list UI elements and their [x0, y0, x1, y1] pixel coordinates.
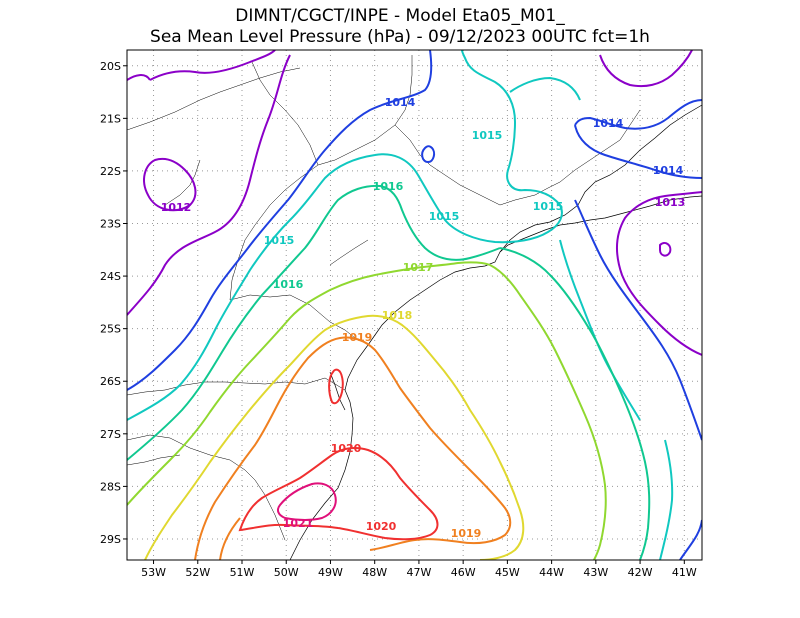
isobar-1015	[127, 50, 563, 421]
lat-tick-label: 20S	[100, 60, 121, 73]
contour-label: 1013	[655, 196, 686, 209]
contour-label: 1012	[161, 201, 192, 214]
isobar-1014	[574, 124, 702, 179]
border-path	[329, 239, 369, 266]
border-path	[229, 164, 319, 301]
isobar-1018	[144, 314, 525, 560]
contour-label: 1020	[331, 442, 362, 455]
contour-label: 1015	[264, 234, 295, 247]
border-path	[127, 67, 301, 131]
isobar-1020	[328, 368, 344, 405]
border-path	[251, 61, 319, 166]
coastline-path	[499, 104, 702, 253]
contour-label: 1021	[283, 517, 314, 530]
isobar-1014	[574, 199, 702, 441]
lon-tick-label: 47W	[406, 566, 431, 579]
lat-tick-label: 26S	[100, 375, 121, 388]
lat-tick-label: 22S	[100, 165, 121, 178]
contour-label: 1014	[653, 164, 684, 177]
lon-tick-label: 53W	[141, 566, 166, 579]
lon-tick-label: 52W	[185, 566, 210, 579]
lat-tick-label: 25S	[100, 323, 121, 336]
border-path	[559, 109, 641, 183]
lon-tick-label: 41W	[672, 566, 697, 579]
latitude-axis: 20S 21S 22S 23S 24S 25S 26S 27S 28S 29S	[100, 60, 127, 546]
contour-label: 1014	[385, 96, 416, 109]
border-path	[127, 434, 286, 541]
lon-tick-label: 46W	[451, 566, 476, 579]
contour-label: 1015	[472, 129, 503, 142]
contour-label: 1019	[451, 527, 482, 540]
isobar-1020	[238, 446, 439, 541]
isobar-1014	[127, 50, 433, 391]
state-borders	[127, 55, 641, 541]
map-title-line1: DIMNT/CGCT/INPE - Model Eta05_M01_	[235, 6, 565, 26]
isobars	[127, 50, 702, 560]
isobar-1013	[599, 50, 693, 88]
lon-tick-label: 42W	[628, 566, 653, 579]
isobar-1017	[127, 261, 491, 506]
isobar-1021	[276, 482, 337, 521]
isobar-1015	[509, 76, 581, 101]
isobar-1014	[421, 145, 436, 164]
isobar-1012	[127, 54, 291, 316]
contour-labels: 1012 1013 1014 1014 1014 1015 1015 1015 …	[161, 96, 686, 540]
isobar-1013	[616, 191, 702, 356]
isobar-1016	[127, 184, 501, 461]
isobar-1014	[679, 519, 702, 560]
lon-tick-label: 45W	[495, 566, 520, 579]
isobar-1014	[574, 99, 702, 130]
lon-tick-label: 43W	[583, 566, 608, 579]
lat-tick-label: 28S	[100, 480, 121, 493]
isobar-1019	[194, 336, 512, 560]
border-path	[127, 454, 181, 466]
lat-tick-label: 24S	[100, 270, 121, 283]
isobar-1012	[149, 50, 276, 81]
border-path	[394, 124, 501, 206]
lon-tick-label: 49W	[318, 566, 343, 579]
coastline-path	[289, 195, 702, 560]
border-path	[164, 159, 201, 206]
border-path	[127, 377, 346, 396]
contour-label: 1015	[533, 200, 564, 213]
lat-tick-label: 29S	[100, 533, 121, 546]
lon-tick-label: 50W	[274, 566, 299, 579]
longitude-axis: 53W 52W 51W 50W 49W 48W 47W 46W 45W 44W 43W 42W 41W	[141, 560, 697, 579]
lat-tick-label: 23S	[100, 218, 121, 231]
map-frame	[126, 49, 703, 561]
contour-label: 1016	[273, 278, 304, 291]
grid-lines	[127, 50, 702, 560]
isobar-1012	[143, 157, 197, 212]
lat-tick-label: 27S	[100, 428, 121, 441]
contour-label: 1016	[373, 180, 404, 193]
isobar-1015	[559, 239, 641, 421]
coastline	[289, 104, 702, 560]
isobar-1012	[127, 74, 151, 81]
isobar-1013	[659, 242, 672, 257]
isobar-1017	[489, 264, 607, 560]
isobar-1016	[499, 247, 651, 560]
isobar-1015	[659, 439, 674, 560]
contour-label: 1015	[429, 210, 460, 223]
contour-label: 1014	[593, 117, 624, 130]
lon-tick-label: 51W	[230, 566, 255, 579]
border-path	[317, 55, 413, 166]
isobar-1019	[219, 517, 241, 560]
map-title-line2: Sea Mean Level Pressure (hPa) - 09/12/20…	[150, 27, 650, 47]
contour-label: 1020	[366, 520, 397, 533]
contour-label: 1017	[403, 261, 434, 274]
contour-label: 1018	[382, 309, 413, 322]
border-path	[229, 294, 356, 339]
lat-tick-label: 21S	[100, 112, 121, 125]
lon-tick-label: 48W	[362, 566, 387, 579]
lon-tick-label: 44W	[539, 566, 564, 579]
coastline-path	[329, 371, 346, 411]
border-path	[499, 181, 561, 206]
contour-label: 1019	[342, 331, 373, 344]
